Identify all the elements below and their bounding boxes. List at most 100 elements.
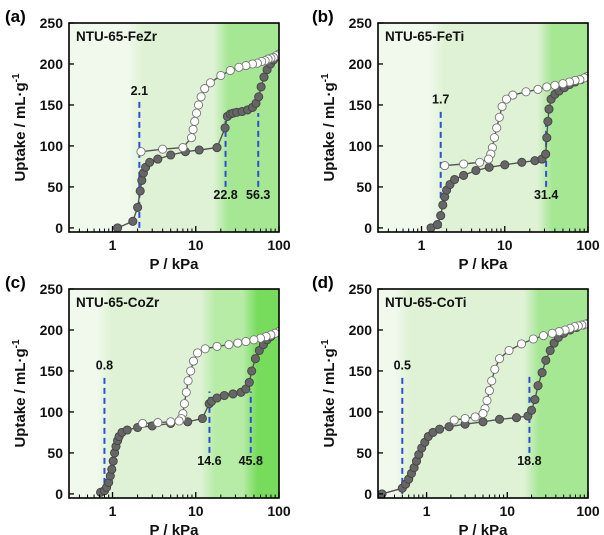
y-tick-label: 100 (40, 404, 64, 420)
desorption-point (484, 154, 494, 164)
x-tick-label: 1 (109, 503, 117, 519)
desorption-point (200, 84, 210, 94)
adsorption-point (113, 223, 123, 232)
plot-area (426, 71, 588, 232)
desorption-point (225, 65, 235, 76)
desorption-point (490, 364, 500, 374)
desorption-point (190, 116, 200, 126)
y-tick-label: 150 (40, 363, 64, 379)
adsorption-point (517, 157, 527, 167)
desorption-point (179, 399, 189, 409)
adsorption-point (107, 464, 117, 474)
adsorption-point (494, 414, 505, 424)
x-tick-label: 1 (423, 503, 431, 519)
pressure-marker-label: 18.8 (517, 454, 541, 468)
y-tick-label: 100 (349, 138, 373, 154)
adsorption-point (478, 417, 488, 427)
desorption-point (449, 415, 459, 425)
adsorption-point (244, 377, 254, 387)
desorption-point (494, 354, 505, 364)
desorption-point (183, 376, 193, 386)
adsorption-point (537, 368, 547, 378)
desorption-point (193, 100, 204, 110)
x-axis-title: P / kPa (150, 522, 200, 535)
pressure-marker-label: 31.4 (534, 188, 558, 202)
axes-frame (68, 288, 280, 499)
desorption-point (470, 412, 480, 422)
y-tick-label: 200 (349, 56, 373, 72)
desorption-point (153, 418, 163, 428)
desorption-point (186, 366, 196, 376)
y-tick-label: 0 (364, 220, 372, 236)
adsorption-point (444, 422, 454, 432)
axes-frame (68, 22, 280, 233)
axes-frame (377, 22, 589, 233)
desorption-point (188, 356, 199, 366)
y-tick-label: 50 (356, 179, 372, 195)
y-axis-title-text: Uptake / mL·g (12, 348, 29, 447)
pressure-marker-label: 0.5 (394, 358, 411, 372)
desorption-point (504, 345, 514, 356)
y-axis-title-superscript: -1 (320, 339, 331, 348)
adsorption-point (250, 354, 260, 364)
adsorption-point (108, 456, 118, 466)
x-axis-title: P / kPa (459, 256, 509, 273)
adsorption-point (484, 162, 494, 172)
y-axis-title: Uptake / mL·g-1 (11, 73, 29, 182)
adsorption-point (438, 200, 448, 210)
adsorption-point (247, 366, 257, 376)
x-tick-label: 1 (418, 237, 426, 253)
adsorption-point (541, 355, 551, 365)
adsorption-point (228, 389, 238, 399)
chart-panel: 2.1 22.8 56.3 0 50 100 150 200 250 1 10 100 P / kPa U… (5, 7, 291, 273)
desorption-point (200, 344, 210, 354)
chart-panel: 1.7 31.4 0 50 100 150 200 250 1 10 100 P / kPa Uptak… (312, 7, 600, 273)
x-tick-label: 100 (267, 237, 291, 253)
desorption-point (459, 159, 469, 169)
adsorption-point (220, 123, 230, 133)
adsorption-point (166, 150, 176, 160)
y-axis-title: Uptake / mL·g-1 (320, 339, 338, 448)
desorption-point (192, 348, 203, 358)
y-tick-label: 0 (364, 486, 372, 502)
adsorption-point (527, 405, 537, 415)
adsorption-point (500, 160, 510, 170)
plot-background (378, 289, 588, 498)
y-tick-label: 200 (40, 56, 64, 72)
desorption-point (533, 84, 543, 94)
panel-label: (c) (5, 273, 26, 292)
desorption-point (489, 133, 499, 143)
desorption-point (249, 335, 259, 345)
plot-background (378, 23, 588, 232)
adsorption-point (219, 390, 229, 401)
y-axis-title-superscript: -1 (11, 339, 22, 348)
adsorption-point (153, 154, 163, 164)
desorption-point (233, 338, 243, 348)
y-axis-title-text: Uptake / mL·g (321, 82, 338, 181)
desorption-point (494, 112, 504, 122)
desorption-point (241, 336, 251, 347)
y-tick-label: 100 (40, 138, 64, 154)
adsorption-point (256, 82, 266, 92)
y-axis-title-superscript: -1 (11, 73, 22, 82)
adsorption-point (435, 424, 445, 434)
pressure-marker-label: 56.3 (246, 188, 270, 202)
adsorption-point (544, 104, 554, 114)
y-tick-label: 150 (349, 97, 373, 113)
desorption-point (212, 341, 222, 351)
desorption-point (487, 376, 497, 386)
desorption-point (136, 147, 146, 157)
adsorption-point (459, 170, 469, 180)
pressure-marker-label: 2.1 (131, 84, 148, 98)
plot-area (96, 327, 279, 497)
desorption-point (188, 124, 198, 135)
chart-panel: 0.5 18.8 0 50 100 150 200 250 1 10 100 P / kPa Uptak… (312, 273, 600, 535)
desorption-point (138, 418, 148, 428)
x-tick-label: 100 (576, 237, 600, 253)
pressure-marker-label: 1.7 (432, 92, 449, 106)
desorption-point (216, 70, 226, 81)
adsorption-point (432, 220, 442, 230)
panel-title: NTU-65-CoTi (385, 295, 467, 310)
desorption-point (482, 395, 492, 406)
desorption-point (181, 387, 191, 397)
